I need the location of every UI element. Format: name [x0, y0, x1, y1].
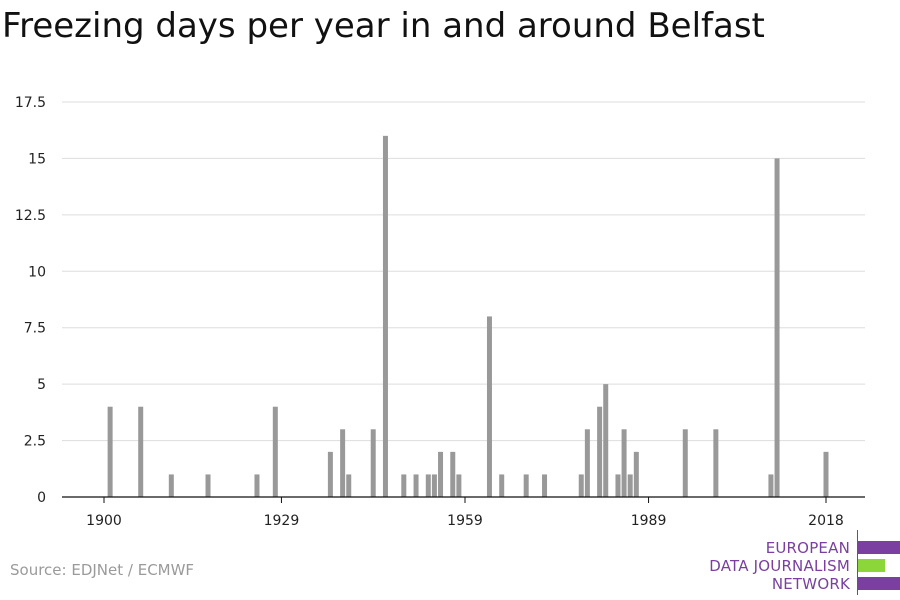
y-tick-label-10: 10: [28, 264, 46, 280]
bar-1911: [168, 474, 174, 497]
bar-1982: [603, 384, 609, 497]
logo-divider: [857, 530, 858, 595]
chart-title: Freezing days per year in and around Bel…: [2, 6, 765, 46]
bar-1965: [499, 474, 505, 497]
bar-1937: [327, 451, 333, 497]
bar-1917: [205, 474, 211, 497]
bar-1949: [401, 474, 407, 497]
bar-1944: [370, 429, 376, 497]
bar-1995: [682, 429, 688, 497]
x-tick-label-1900: 1900: [86, 513, 122, 529]
bar-1987: [633, 451, 639, 497]
bar-2000: [713, 429, 719, 497]
bar-1939: [340, 429, 346, 497]
x-tick-label-1989: 1989: [631, 513, 667, 529]
y-tick-label-17.5: 17.5: [15, 95, 46, 111]
y-tick-label-7.5: 7.5: [24, 321, 46, 337]
logo-bar-purple-bottom: [858, 577, 900, 590]
bar-1958: [456, 474, 462, 497]
bar-1901: [107, 406, 113, 497]
y-tick-label-12.5: 12.5: [15, 208, 46, 224]
bar-1972: [542, 474, 548, 497]
bar-1925: [254, 474, 260, 497]
bar-1978: [578, 474, 584, 497]
edjnet-logo[interactable]: EUROPEAN DATA JOURNALISM NETWORK: [700, 530, 900, 595]
bar-1940: [346, 474, 352, 497]
logo-line-1: EUROPEAN: [765, 539, 850, 557]
bar-1981: [597, 406, 603, 497]
bar-2009: [768, 474, 774, 497]
bar-1946: [382, 135, 388, 498]
bar-1984: [615, 474, 621, 497]
bar-2010: [774, 158, 780, 497]
y-tick-label-0: 0: [37, 490, 46, 506]
bar-1986: [627, 474, 633, 497]
x-tick-label-1959: 1959: [447, 513, 483, 529]
bar-1985: [621, 429, 627, 497]
bars: [107, 135, 829, 498]
x-tick-label-2018: 2018: [808, 513, 844, 529]
bar-1953: [425, 474, 431, 497]
axes: 0 2.5 5 7.5 10 12.5 15 17.5 1900 1929 1959 1989 2018: [15, 95, 865, 529]
logo-line-3: NETWORK: [771, 575, 850, 593]
bar-1963: [486, 316, 492, 497]
bar-1928: [272, 406, 278, 497]
source-note: Source: EDJNet / ECMWF: [10, 561, 195, 579]
bar-1954: [431, 474, 437, 497]
bar-1979: [584, 429, 590, 497]
y-tick-label-15: 15: [28, 151, 46, 167]
logo-bar-purple-top: [858, 541, 900, 554]
bar-1955: [438, 451, 444, 497]
y-tick-label-5: 5: [37, 377, 46, 393]
logo-bar-green: [858, 559, 885, 572]
logo-line-2: DATA JOURNALISM: [709, 557, 850, 575]
bar-1969: [523, 474, 529, 497]
gridlines: [62, 101, 865, 442]
bar-2018: [823, 451, 829, 497]
bar-1906: [138, 406, 144, 497]
bar-1957: [450, 451, 456, 497]
bar-1951: [413, 474, 419, 497]
y-tick-label-2.5: 2.5: [24, 434, 46, 450]
x-tick-label-1929: 1929: [264, 513, 300, 529]
